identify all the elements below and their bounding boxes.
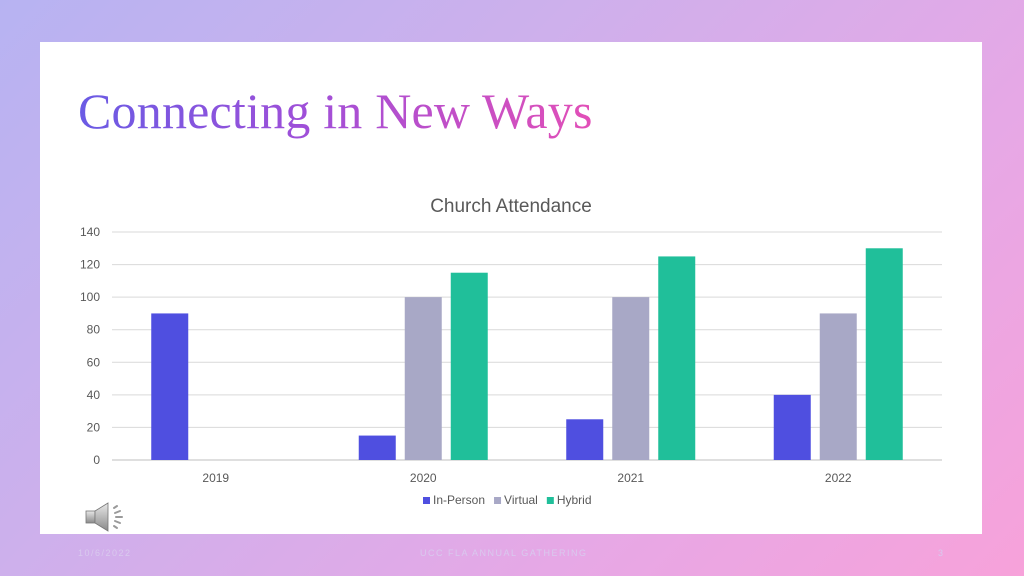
bar-hybrid-2022 bbox=[865, 248, 903, 460]
y-tick-label: 20 bbox=[87, 420, 101, 434]
bar-hybrid-2020 bbox=[450, 272, 488, 460]
legend-item-in-person: In-Person bbox=[423, 493, 485, 507]
legend-item-virtual: Virtual bbox=[494, 493, 538, 507]
chart-title: Church Attendance bbox=[430, 196, 592, 217]
bar-in-person-2020 bbox=[358, 435, 396, 460]
speaker-icon[interactable] bbox=[84, 500, 136, 534]
x-tick-label: 2020 bbox=[410, 471, 437, 485]
y-tick-label: 80 bbox=[87, 323, 101, 337]
slide-title: Connecting in New Ways bbox=[78, 83, 593, 139]
y-tick-label: 0 bbox=[93, 453, 100, 467]
x-tick-label: 2019 bbox=[202, 471, 229, 485]
slide-card: Connecting in New Ways Church Attendance… bbox=[40, 42, 982, 534]
footer-date: 10/6/2022 bbox=[78, 548, 132, 558]
legend-label: In-Person bbox=[433, 493, 485, 507]
y-tick-label: 140 bbox=[80, 225, 100, 239]
bar-virtual-2021 bbox=[612, 297, 650, 460]
legend-swatch bbox=[546, 497, 554, 504]
legend-swatch bbox=[494, 497, 502, 504]
y-tick-label: 120 bbox=[80, 258, 100, 272]
x-tick-label: 2021 bbox=[617, 471, 644, 485]
bar-hybrid-2021 bbox=[658, 256, 696, 460]
y-tick-label: 40 bbox=[87, 388, 101, 402]
footer-center-text: UCC FLA ANNUAL GATHERING bbox=[420, 548, 588, 558]
x-tick-label: 2022 bbox=[825, 471, 852, 485]
y-tick-label: 60 bbox=[87, 355, 101, 369]
bar-in-person-2021 bbox=[566, 419, 604, 460]
bar-virtual-2022 bbox=[819, 313, 857, 460]
bar-in-person-2022 bbox=[773, 394, 811, 460]
footer-page-number: 3 bbox=[938, 548, 945, 558]
y-tick-label: 100 bbox=[80, 290, 100, 304]
bar-virtual-2020 bbox=[404, 297, 442, 460]
bar-in-person-2019 bbox=[151, 313, 189, 460]
legend-label: Hybrid bbox=[557, 493, 592, 507]
attendance-chart: Church Attendance 0 20 40 60 80 100 120 140 201… bbox=[80, 196, 942, 507]
legend-swatch bbox=[423, 497, 430, 504]
legend-label: Virtual bbox=[504, 493, 538, 507]
legend-item-hybrid: Hybrid bbox=[546, 493, 592, 507]
